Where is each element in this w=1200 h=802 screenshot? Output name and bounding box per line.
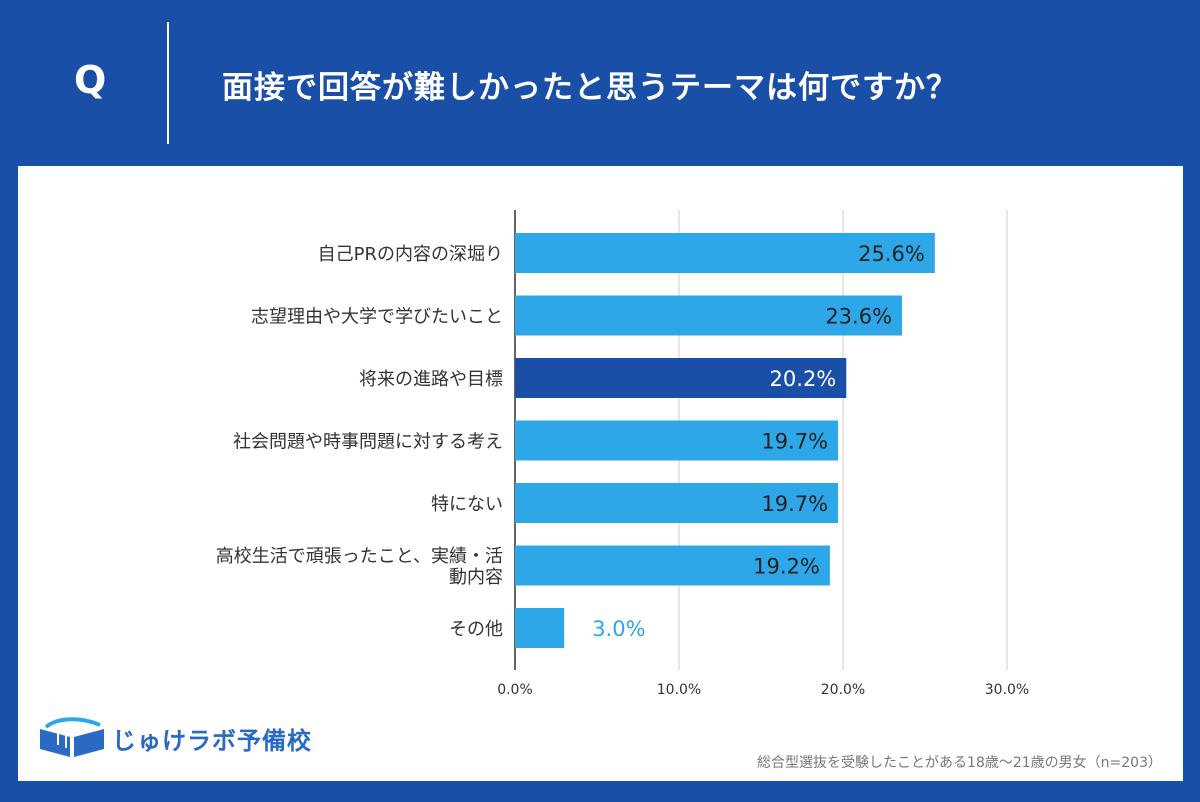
x-tick-label: 0.0%	[497, 682, 533, 698]
x-tick-label: 30.0%	[985, 682, 1029, 698]
q-mark: Q	[74, 58, 107, 102]
bar	[515, 295, 903, 336]
book-logo-icon	[40, 717, 104, 757]
value-label: 19.2%	[753, 555, 820, 579]
question-title: 面接で回答が難しかったと思うテーマは何ですか？	[222, 70, 958, 106]
category-label: 将来の進路や目標	[359, 369, 503, 390]
x-tick-label: 20.0%	[821, 682, 865, 698]
category-label: 特にない	[431, 494, 503, 515]
category-label: 高校生活で頑張ったこと、実績・活	[216, 546, 503, 567]
value-label: 25.6%	[858, 242, 925, 266]
value-label: 19.7%	[761, 430, 828, 454]
header-divider	[167, 22, 169, 144]
bar	[515, 545, 830, 586]
header: Q 面接で回答が難しかったと思うテーマは何ですか？	[0, 0, 1200, 166]
bar	[515, 233, 935, 273]
logo: じゅけラボ予備校	[36, 715, 326, 765]
bar	[515, 420, 839, 461]
category-label: その他	[449, 619, 503, 640]
bar	[515, 483, 839, 523]
category-label: 社会問題や時事問題に対する考え	[233, 432, 503, 453]
logo-text: じゅけラボ予備校	[112, 727, 312, 755]
footnote: 総合型選抜を受験したことがある18歳～21歳の男女（n=203）	[757, 755, 1162, 771]
value-label: 19.7%	[761, 492, 828, 516]
value-label: 20.2%	[770, 367, 837, 391]
category-label: 動内容	[449, 567, 503, 588]
value-label: 23.6%	[825, 305, 892, 329]
x-tick-label: 10.0%	[657, 682, 701, 698]
bar	[515, 358, 847, 398]
category-label: 志望理由や大学で学びたいこと	[251, 307, 503, 328]
category-label: 自己PRの内容の深堀り	[318, 244, 503, 265]
value-label: 3.0%	[592, 617, 645, 641]
bar	[515, 608, 565, 648]
